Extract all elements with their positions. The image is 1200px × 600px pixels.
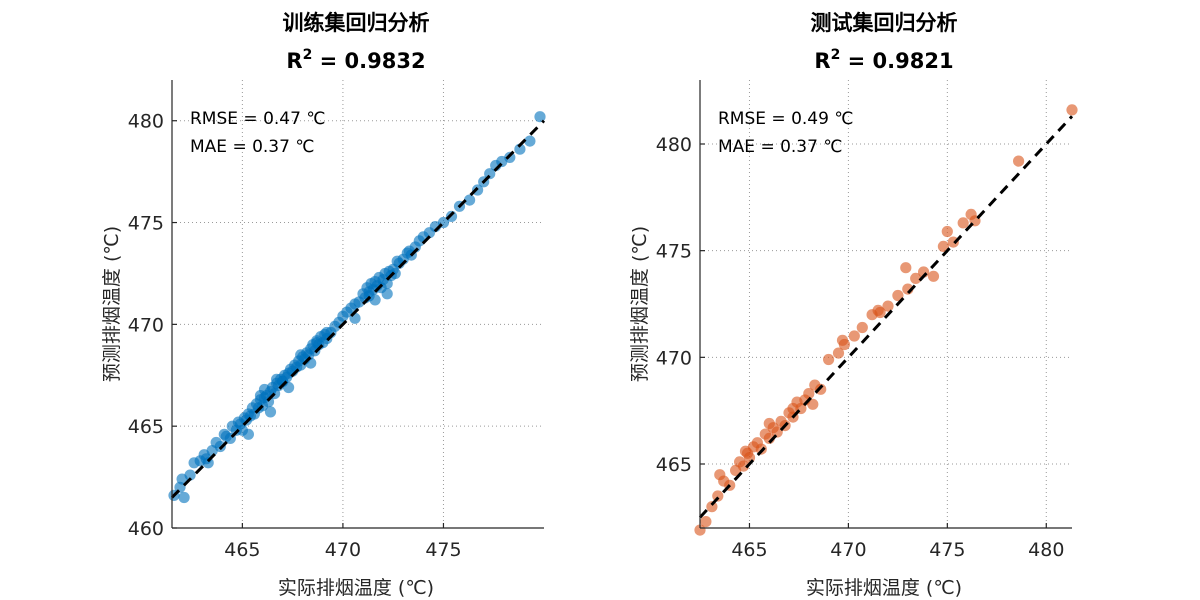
test-data-point	[714, 469, 726, 481]
test-scatter-points	[694, 104, 1078, 536]
test-data-point	[941, 225, 953, 238]
test-data-point	[803, 388, 815, 400]
test-r2-superscript: 2	[831, 47, 841, 63]
train-x-axis-label: 实际排烟温度 (℃)	[278, 577, 434, 599]
test-r2-symbol: R	[814, 49, 830, 73]
train-data-point	[363, 286, 375, 298]
test-y-tick-label: 465	[656, 454, 692, 476]
train-y-tick-label: 465	[128, 416, 164, 438]
test-fit-line	[698, 115, 1074, 519]
test-data-point	[739, 445, 752, 457]
test-y-tick-label: 470	[656, 347, 692, 369]
train-regression-panel: 训练集回归分析 R2 = 0.9832 RMSE = 0.47 ℃ MAE = …	[101, 11, 546, 599]
test-data-point	[856, 321, 868, 334]
train-data-point	[524, 135, 536, 147]
train-data-point	[242, 428, 254, 440]
test-x-tick-label: 465	[731, 539, 767, 561]
test-data-point	[737, 460, 750, 472]
test-data-point	[694, 524, 706, 536]
train-y-tick-label: 475	[128, 213, 164, 235]
test-x-tick-label: 470	[830, 539, 866, 561]
test-data-point	[872, 304, 884, 316]
train-data-point	[264, 406, 277, 418]
train-y-tick-label: 460	[128, 518, 164, 540]
train-y-tick-label: 470	[128, 314, 164, 336]
train-data-point	[254, 390, 267, 402]
train-data-point	[514, 143, 526, 155]
test-data-point	[927, 270, 940, 282]
test-data-point	[706, 501, 718, 513]
test-data-point	[712, 490, 724, 502]
test-data-point	[848, 330, 860, 342]
train-data-point	[534, 111, 546, 123]
test-data-point	[900, 262, 912, 274]
test-y-axis-label: 预测排烟温度 (℃)	[629, 226, 651, 382]
test-r2-label: R2 = 0.9821	[814, 47, 953, 73]
test-data-point	[882, 300, 894, 312]
train-r2-value: = 0.9832	[312, 49, 425, 73]
test-data-point	[957, 217, 969, 229]
test-data-point	[807, 398, 819, 410]
test-regression-panel: 测试集回归分析 R2 = 0.9821 RMSE = 0.49 ℃ MAE = …	[629, 11, 1078, 599]
test-x-axis-label: 实际排烟温度 (℃)	[806, 577, 962, 599]
train-y-tick-label: 480	[128, 111, 164, 133]
train-data-point	[464, 194, 476, 206]
train-grid	[172, 80, 544, 529]
train-x-tick-label: 475	[425, 539, 461, 561]
train-data-point	[311, 337, 323, 349]
test-data-point	[700, 516, 712, 528]
train-data-point	[321, 326, 333, 339]
train-chart-title: 训练集回归分析	[283, 11, 430, 35]
train-x-tick-label: 465	[224, 539, 260, 561]
test-y-tick-label: 475	[656, 241, 692, 263]
train-data-point	[176, 473, 188, 485]
test-data-point	[1013, 155, 1025, 167]
train-r2-superscript: 2	[303, 47, 313, 63]
test-grid	[700, 80, 1072, 528]
test-data-point	[836, 334, 849, 346]
test-data-point	[892, 289, 904, 302]
test-data-point	[787, 402, 799, 415]
test-data-point	[910, 272, 922, 284]
test-r2-value: = 0.9821	[840, 49, 953, 73]
test-x-tick-label: 480	[1028, 539, 1064, 561]
test-x-tick-label: 475	[929, 539, 965, 561]
test-data-point	[937, 240, 950, 252]
test-y-tick-label: 480	[656, 134, 692, 156]
test-data-point	[832, 347, 845, 359]
train-r2-symbol: R	[286, 49, 302, 73]
test-mae-annotation: MAE = 0.37 ℃	[718, 137, 842, 157]
train-data-point	[178, 491, 190, 504]
train-data-point	[381, 288, 393, 300]
train-x-tick-label: 470	[325, 539, 361, 561]
test-data-point	[763, 417, 775, 430]
test-chart-title: 测试集回归分析	[811, 11, 958, 35]
test-data-point	[1066, 104, 1078, 116]
train-y-axis-label: 预测排烟温度 (℃)	[101, 226, 123, 382]
train-data-point	[391, 255, 403, 267]
train-r2-label: R2 = 0.9832	[286, 47, 425, 73]
train-data-point	[295, 349, 307, 361]
test-rmse-annotation: RMSE = 0.49 ℃	[718, 109, 853, 129]
train-fit-line	[170, 119, 546, 499]
train-data-point	[369, 294, 381, 306]
train-rmse-annotation: RMSE = 0.47 ℃	[190, 109, 325, 129]
train-mae-annotation: MAE = 0.37 ℃	[190, 137, 314, 157]
test-data-point	[823, 353, 835, 366]
